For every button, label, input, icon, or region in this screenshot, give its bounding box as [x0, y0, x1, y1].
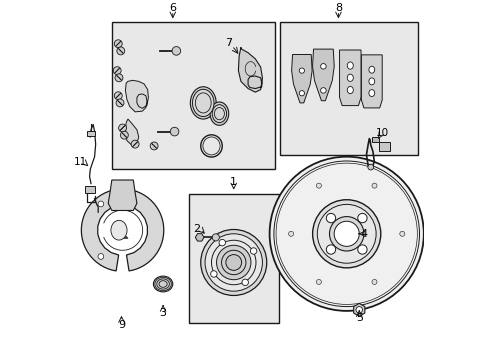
- Circle shape: [201, 229, 266, 296]
- Circle shape: [316, 279, 321, 284]
- Circle shape: [312, 200, 380, 268]
- Circle shape: [325, 245, 335, 254]
- Circle shape: [320, 87, 325, 93]
- Text: 10: 10: [375, 128, 388, 138]
- Polygon shape: [195, 234, 203, 241]
- Text: 11: 11: [74, 157, 87, 167]
- Circle shape: [355, 307, 362, 313]
- Circle shape: [299, 91, 304, 96]
- Ellipse shape: [212, 105, 226, 123]
- Text: 5: 5: [355, 313, 362, 323]
- Ellipse shape: [368, 66, 374, 73]
- Ellipse shape: [190, 87, 216, 119]
- Ellipse shape: [153, 276, 172, 292]
- Ellipse shape: [192, 89, 214, 117]
- Circle shape: [204, 234, 262, 291]
- Circle shape: [131, 140, 139, 148]
- Circle shape: [212, 234, 219, 241]
- Polygon shape: [361, 55, 382, 108]
- Circle shape: [329, 217, 363, 251]
- Polygon shape: [353, 303, 364, 316]
- Circle shape: [98, 201, 103, 207]
- Ellipse shape: [368, 90, 374, 96]
- Bar: [112, 22, 274, 169]
- Polygon shape: [125, 119, 139, 146]
- Bar: [85, 186, 95, 193]
- Circle shape: [288, 231, 293, 236]
- Ellipse shape: [368, 78, 374, 85]
- Polygon shape: [238, 47, 262, 92]
- Ellipse shape: [210, 102, 228, 125]
- Text: 3: 3: [159, 308, 166, 318]
- Circle shape: [172, 46, 180, 55]
- Circle shape: [325, 213, 335, 223]
- Circle shape: [116, 99, 124, 107]
- Circle shape: [216, 245, 250, 280]
- Polygon shape: [81, 189, 163, 271]
- Circle shape: [357, 213, 366, 223]
- Circle shape: [210, 271, 217, 277]
- Text: 8: 8: [334, 3, 341, 13]
- Circle shape: [242, 279, 248, 285]
- Circle shape: [170, 127, 179, 136]
- Circle shape: [114, 40, 122, 48]
- Circle shape: [367, 164, 373, 170]
- Circle shape: [317, 204, 375, 263]
- Circle shape: [399, 231, 404, 236]
- Polygon shape: [108, 180, 137, 211]
- Circle shape: [250, 248, 256, 254]
- Bar: [280, 22, 418, 155]
- Circle shape: [371, 279, 376, 284]
- Polygon shape: [312, 49, 334, 101]
- Circle shape: [117, 47, 124, 55]
- Circle shape: [316, 183, 321, 188]
- Circle shape: [150, 142, 158, 150]
- Ellipse shape: [346, 74, 353, 81]
- Circle shape: [219, 239, 225, 246]
- Circle shape: [114, 92, 122, 100]
- Circle shape: [299, 68, 304, 73]
- Circle shape: [98, 253, 103, 259]
- Ellipse shape: [346, 86, 353, 94]
- Circle shape: [320, 64, 325, 69]
- Circle shape: [333, 221, 359, 246]
- Text: 1: 1: [230, 177, 237, 187]
- Text: 2: 2: [193, 225, 200, 234]
- Text: 9: 9: [118, 320, 125, 330]
- Polygon shape: [125, 80, 148, 112]
- Bar: [371, 137, 378, 141]
- Polygon shape: [339, 50, 360, 105]
- Bar: [188, 194, 278, 323]
- Text: 6: 6: [169, 3, 176, 13]
- Circle shape: [119, 124, 126, 132]
- Circle shape: [269, 157, 423, 311]
- Ellipse shape: [111, 220, 127, 240]
- Text: 7: 7: [224, 38, 231, 48]
- Circle shape: [357, 245, 366, 254]
- Circle shape: [120, 131, 128, 139]
- Text: 4: 4: [360, 229, 367, 239]
- Bar: [378, 141, 389, 150]
- Polygon shape: [291, 54, 311, 103]
- Circle shape: [371, 183, 376, 188]
- Ellipse shape: [346, 62, 353, 69]
- Circle shape: [225, 255, 241, 270]
- Bar: [86, 131, 95, 136]
- Circle shape: [115, 74, 122, 82]
- Circle shape: [113, 67, 121, 75]
